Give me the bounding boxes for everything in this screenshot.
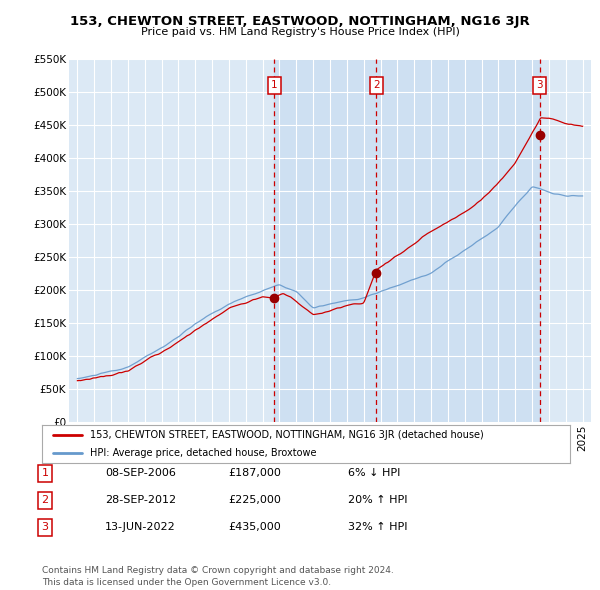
Text: 6% ↓ HPI: 6% ↓ HPI — [348, 468, 400, 478]
Text: HPI: Average price, detached house, Broxtowe: HPI: Average price, detached house, Brox… — [89, 448, 316, 458]
Text: 08-SEP-2006: 08-SEP-2006 — [105, 468, 176, 478]
Text: £435,000: £435,000 — [228, 523, 281, 532]
Text: Price paid vs. HM Land Registry's House Price Index (HPI): Price paid vs. HM Land Registry's House … — [140, 27, 460, 37]
Text: 32% ↑ HPI: 32% ↑ HPI — [348, 523, 407, 532]
Text: £187,000: £187,000 — [228, 468, 281, 478]
Text: 1: 1 — [271, 80, 278, 90]
Text: 3: 3 — [536, 80, 543, 90]
Text: 2: 2 — [41, 496, 49, 505]
Text: 1: 1 — [41, 468, 49, 478]
Text: Contains HM Land Registry data © Crown copyright and database right 2024.
This d: Contains HM Land Registry data © Crown c… — [42, 566, 394, 587]
Text: 20% ↑ HPI: 20% ↑ HPI — [348, 496, 407, 505]
Text: 13-JUN-2022: 13-JUN-2022 — [105, 523, 176, 532]
Text: 2: 2 — [373, 80, 380, 90]
Text: 153, CHEWTON STREET, EASTWOOD, NOTTINGHAM, NG16 3JR (detached house): 153, CHEWTON STREET, EASTWOOD, NOTTINGHA… — [89, 430, 483, 440]
Text: 3: 3 — [41, 523, 49, 532]
Bar — [274, 59, 539, 422]
Text: £225,000: £225,000 — [228, 496, 281, 505]
Text: 28-SEP-2012: 28-SEP-2012 — [105, 496, 176, 505]
Text: 153, CHEWTON STREET, EASTWOOD, NOTTINGHAM, NG16 3JR: 153, CHEWTON STREET, EASTWOOD, NOTTINGHA… — [70, 15, 530, 28]
